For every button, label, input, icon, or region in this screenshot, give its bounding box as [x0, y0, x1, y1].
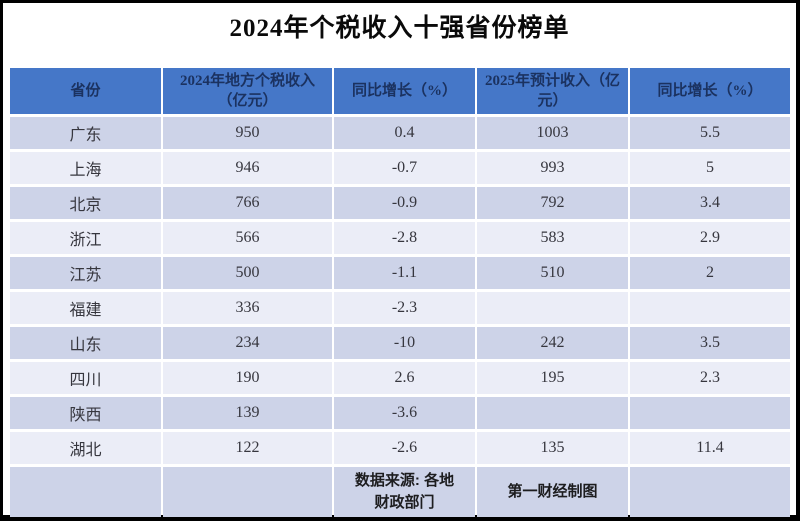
cell-2024-yoy: 0.4 [334, 117, 475, 149]
cell-2025-forecast: 195 [477, 362, 628, 394]
table-row: 广东 950 0.4 1003 5.5 [10, 117, 790, 149]
cell-province: 上海 [10, 152, 161, 184]
footer-empty-cell [163, 467, 332, 517]
col-header-2025-forecast: 2025年预计收入（亿元） [477, 68, 628, 114]
cell-2025-yoy: 2.9 [630, 222, 790, 254]
table-row: 江苏 500 -1.1 510 2 [10, 257, 790, 289]
cell-2025-yoy: 5.5 [630, 117, 790, 149]
table-row: 福建 336 -2.3 [10, 292, 790, 324]
col-header-province: 省份 [10, 68, 161, 114]
cell-2024-revenue: 566 [163, 222, 332, 254]
cell-2025-forecast: 135 [477, 432, 628, 464]
table-row: 浙江 566 -2.8 583 2.9 [10, 222, 790, 254]
table-row: 四川 190 2.6 195 2.3 [10, 362, 790, 394]
col-header-2024-yoy: 同比增长（%） [334, 68, 475, 114]
source-note: 数据来源: 各地财政部门 [334, 467, 475, 517]
cell-2025-forecast: 792 [477, 187, 628, 219]
cell-2025-forecast: 510 [477, 257, 628, 289]
cell-2025-forecast: 242 [477, 327, 628, 359]
table-row: 北京 766 -0.9 792 3.4 [10, 187, 790, 219]
cell-2024-revenue: 766 [163, 187, 332, 219]
footer-empty-cell [630, 467, 790, 517]
cell-2025-forecast [477, 397, 628, 429]
cell-2025-yoy: 2 [630, 257, 790, 289]
cell-province: 江苏 [10, 257, 161, 289]
cell-province: 四川 [10, 362, 161, 394]
cell-province: 福建 [10, 292, 161, 324]
cell-2025-yoy: 5 [630, 152, 790, 184]
cell-2024-yoy: -0.9 [334, 187, 475, 219]
cell-2024-yoy: -2.6 [334, 432, 475, 464]
cell-2024-yoy: -2.3 [334, 292, 475, 324]
cell-2025-yoy: 3.5 [630, 327, 790, 359]
cell-2024-revenue: 946 [163, 152, 332, 184]
cell-province: 湖北 [10, 432, 161, 464]
cell-2024-revenue: 122 [163, 432, 332, 464]
table-row: 陕西 139 -3.6 [10, 397, 790, 429]
cell-2025-forecast [477, 292, 628, 324]
ranking-table: 省份 2024年地方个税收入（亿元） 同比增长（%） 2025年预计收入（亿元）… [8, 65, 792, 520]
cell-2024-yoy: -2.8 [334, 222, 475, 254]
cell-2025-yoy: 3.4 [630, 187, 790, 219]
cell-2024-revenue: 234 [163, 327, 332, 359]
cell-2024-yoy: -10 [334, 327, 475, 359]
header-row: 省份 2024年地方个税收入（亿元） 同比增长（%） 2025年预计收入（亿元）… [10, 68, 790, 114]
credit-note: 第一财经制图 [477, 467, 628, 517]
cell-2025-yoy: 11.4 [630, 432, 790, 464]
cell-2024-revenue: 950 [163, 117, 332, 149]
cell-2024-yoy: 2.6 [334, 362, 475, 394]
cell-2025-forecast: 993 [477, 152, 628, 184]
cell-2025-forecast: 583 [477, 222, 628, 254]
cell-2025-forecast: 1003 [477, 117, 628, 149]
cell-2024-revenue: 190 [163, 362, 332, 394]
cell-province: 山东 [10, 327, 161, 359]
col-header-2024-revenue: 2024年地方个税收入（亿元） [163, 68, 332, 114]
footer-empty-cell [10, 467, 161, 517]
page-title: 2024年个税收入十强省份榜单 [229, 15, 570, 42]
cell-2025-yoy [630, 397, 790, 429]
cell-province: 广东 [10, 117, 161, 149]
footer-row: 数据来源: 各地财政部门 第一财经制图 [10, 467, 790, 517]
cell-2024-revenue: 500 [163, 257, 332, 289]
cell-2024-yoy: -0.7 [334, 152, 475, 184]
table-row: 山东 234 -10 242 3.5 [10, 327, 790, 359]
cell-2025-yoy [630, 292, 790, 324]
table-row: 湖北 122 -2.6 135 11.4 [10, 432, 790, 464]
cell-2024-yoy: -1.1 [334, 257, 475, 289]
cell-2024-revenue: 336 [163, 292, 332, 324]
cell-province: 陕西 [10, 397, 161, 429]
cell-2024-revenue: 139 [163, 397, 332, 429]
cell-2025-yoy: 2.3 [630, 362, 790, 394]
cell-2024-yoy: -3.6 [334, 397, 475, 429]
table-row: 上海 946 -0.7 993 5 [10, 152, 790, 184]
cell-province: 浙江 [10, 222, 161, 254]
cell-province: 北京 [10, 187, 161, 219]
col-header-2025-yoy: 同比增长（%） [630, 68, 790, 114]
